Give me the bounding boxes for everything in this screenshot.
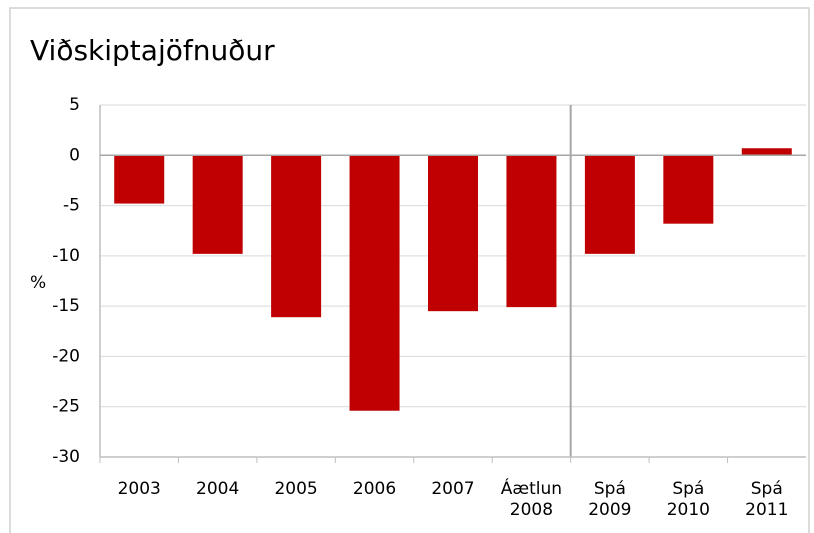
y-tick-label: -10 — [52, 246, 80, 266]
bar — [349, 155, 400, 411]
chart-title: Viðskiptajöfnuður — [30, 34, 275, 67]
x-tick-label: Áætlun 2008 — [500, 479, 563, 520]
y-axis-label: % — [30, 273, 46, 293]
bar — [506, 155, 557, 308]
frame — [9, 7, 810, 533]
bar — [741, 148, 792, 156]
x-tick-label: 2003 — [117, 479, 161, 499]
bar — [428, 155, 478, 312]
y-tick-label: -25 — [52, 397, 80, 417]
x-tick-label: 2007 — [431, 479, 475, 499]
y-tick-label: -15 — [52, 296, 80, 316]
x-tick-label: Spá 2009 — [588, 479, 632, 520]
y-tick-label: 5 — [69, 95, 80, 115]
x-tick-label: Spá 2010 — [666, 479, 710, 520]
x-tick-label: 2005 — [274, 479, 318, 499]
y-tick-label: -30 — [52, 447, 80, 467]
bar — [114, 155, 165, 204]
x-tick-label: 2006 — [352, 479, 397, 499]
x-tick-label: Spá 2011 — [745, 479, 789, 520]
x-tick-label: 2004 — [196, 479, 240, 499]
bar — [271, 155, 322, 318]
bar — [192, 155, 243, 254]
bar — [663, 155, 714, 224]
y-tick-label: 0 — [69, 145, 80, 165]
bar — [584, 155, 635, 254]
y-tick-label: -5 — [63, 196, 80, 216]
y-tick-label: -20 — [52, 346, 80, 366]
